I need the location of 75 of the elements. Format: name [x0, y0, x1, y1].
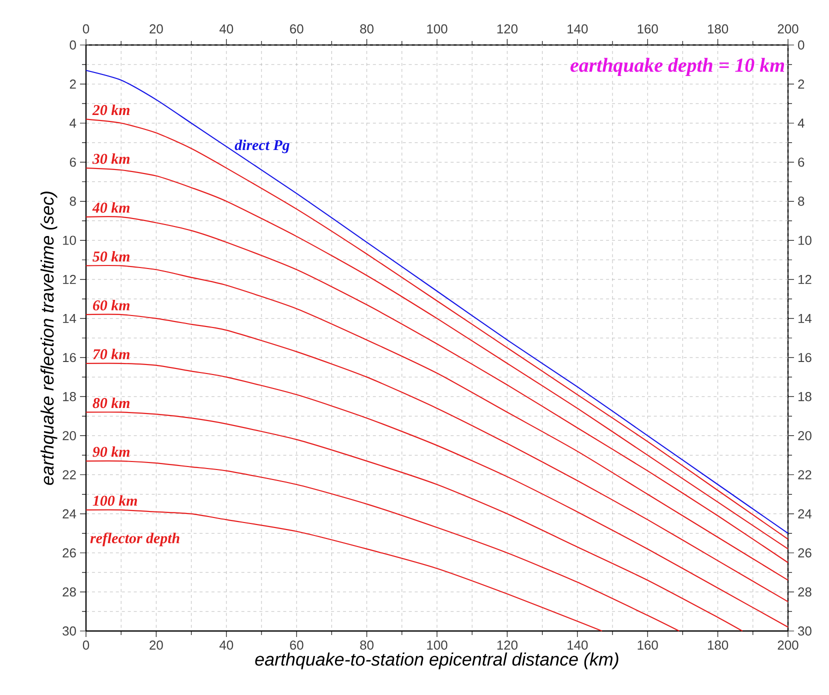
x-axis-title: earthquake-to-station epicentral distance (km)	[255, 652, 618, 670]
x-tick-label: 80	[360, 640, 374, 650]
series-label: 20 km	[92, 104, 130, 116]
line-series	[85, 264, 789, 581]
x-tick-label: 200	[778, 640, 798, 650]
x2-tick-label: 180	[708, 24, 728, 34]
x-tick-label: 0	[82, 640, 90, 650]
y2-tick-label: 10	[798, 236, 812, 245]
y2-tick-label: 18	[798, 392, 812, 402]
y-tick-label: 6	[70, 158, 76, 167]
series-label: 50 km	[92, 251, 130, 262]
y-tick-label: 10	[63, 236, 76, 245]
series-label: 40 km	[92, 202, 130, 213]
x-tick-label: 180	[708, 640, 728, 650]
series-label: 80 km	[92, 398, 130, 408]
y2-tick-label: 6	[798, 158, 804, 167]
x-tick-label: 20	[150, 640, 163, 650]
y-tick-label: 2	[70, 80, 76, 89]
x2-tick-label: 100	[427, 24, 448, 34]
annotation: earthquake depth = 10 km	[570, 58, 784, 76]
x2-tick-label: 60	[290, 24, 304, 34]
line-series	[85, 362, 789, 628]
x2-tick-label: 120	[497, 24, 518, 34]
series-label: 30 km	[92, 153, 130, 164]
line-series	[85, 509, 603, 632]
x-tick-label: 140	[568, 640, 588, 650]
y-tick-label: 24	[62, 509, 76, 518]
x2-tick-label: 200	[778, 24, 798, 34]
y2-tick-label: 4	[798, 118, 804, 128]
y-axis-title: earthquake reflection traveltime (sec)	[40, 192, 58, 485]
x2-tick-label: 20	[150, 24, 163, 34]
series-label: 100 km	[92, 495, 137, 506]
series-label: 60 km	[92, 300, 130, 310]
series-label: 90 km	[92, 446, 130, 457]
y-tick-label: 20	[62, 431, 76, 440]
y-tick-label: 0	[70, 40, 76, 50]
y-tick-label: 4	[70, 118, 76, 128]
y2-tick-label: 2	[798, 80, 804, 89]
y-tick-label: 30	[62, 626, 76, 636]
y-tick-label: 12	[63, 274, 76, 284]
x2-tick-label: 160	[638, 24, 658, 34]
y2-tick-label: 12	[798, 274, 812, 284]
x-tick-label: 160	[638, 640, 658, 650]
x2-tick-label: 140	[568, 24, 588, 34]
line-series	[85, 412, 743, 632]
y2-tick-label: 28	[798, 587, 812, 597]
y2-tick-label: 0	[798, 40, 804, 50]
line-series	[85, 314, 789, 602]
y-tick-label: 28	[62, 587, 76, 597]
y2-tick-label: 8	[798, 196, 804, 206]
y2-tick-label: 20	[798, 431, 812, 440]
y-tick-label: 8	[70, 196, 76, 206]
annotation: reflector depth	[90, 532, 180, 546]
x-tick-label: 100	[427, 640, 448, 650]
x2-tick-label: 0	[82, 24, 90, 34]
y2-tick-label: 22	[798, 470, 812, 480]
x-tick-label: 60	[290, 640, 304, 650]
y2-tick-label: 30	[798, 626, 812, 636]
x2-tick-label: 80	[360, 24, 374, 34]
x2-tick-label: 40	[219, 24, 234, 34]
y2-tick-label: 26	[798, 548, 812, 558]
y-tick-label: 16	[63, 352, 76, 362]
line-series	[85, 460, 680, 632]
y-tick-label: 18	[63, 392, 76, 402]
y2-tick-label: 16	[798, 352, 812, 362]
y2-tick-label: 14	[798, 314, 812, 323]
series-label: 70 km	[93, 348, 130, 360]
series-label: direct Pg	[234, 140, 290, 154]
x-tick-label: 120	[497, 640, 518, 650]
line-series	[85, 216, 789, 564]
x-tick-label: 40	[219, 640, 234, 650]
y2-tick-label: 24	[798, 509, 812, 518]
y-tick-label: 22	[62, 470, 76, 480]
y-tick-label: 26	[62, 548, 76, 558]
y-tick-label: 14	[63, 314, 76, 323]
